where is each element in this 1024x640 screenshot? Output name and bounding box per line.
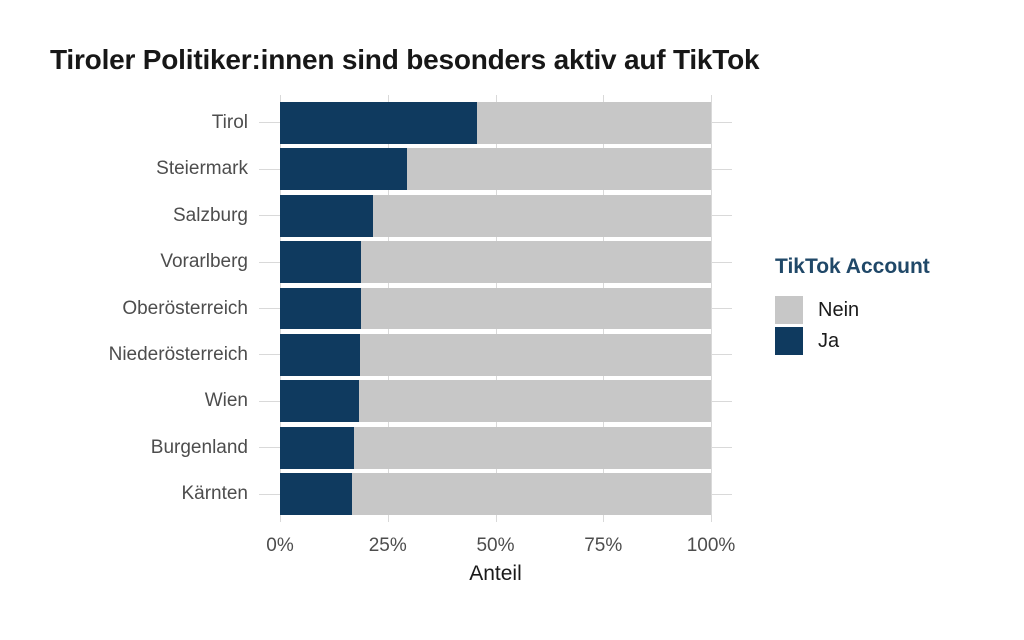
legend-item-ja: Ja [775,326,1005,355]
y-axis-label-burgenland: Burgenland [150,436,248,458]
x-axis-tick-label-100pct: 100% [686,535,736,556]
bar-ja-vorarlberg [280,241,362,283]
bar-ja-steiermark [280,148,407,191]
y-axis-label-wien: Wien [204,390,248,412]
bar-ja-tirol [280,101,478,144]
bar-ja-k-rnten [280,473,353,516]
bar-ja-burgenland [280,426,354,469]
legend-item-nein: Nein [775,295,1005,324]
legend-swatch-nein [775,295,803,324]
plot-panel [259,95,732,522]
legend-swatch-ja [775,326,803,355]
x-axis-tick-label-25pct: 25% [368,535,407,556]
y-axis-label-k-rnten: Kärnten [181,483,248,505]
chart-title: Tiroler Politiker:innen sind besonders a… [50,44,760,75]
bar-ja-wien [280,380,360,423]
y-axis-label-salzburg: Salzburg [173,204,248,226]
x-axis-title: Anteil [469,562,522,585]
legend: TikTok Account Nein Ja [775,255,1005,357]
legend-title: TikTok Account [775,255,930,278]
bar-ja-nieder-sterreich [280,334,361,376]
y-axis-label-vorarlberg: Vorarlberg [160,251,248,273]
y-axis-label-nieder-sterreich: Niederösterreich [108,343,248,365]
bar-ja-salzburg [280,194,374,237]
x-axis-tick-label-75pct: 75% [584,535,623,556]
legend-label-nein: Nein [818,298,860,321]
bar-ja-ober-sterreich [280,287,361,330]
y-axis-label-steiermark: Steiermark [156,158,248,180]
y-axis-label-ober-sterreich: Oberösterreich [122,297,248,319]
y-axis-label-tirol: Tirol [211,111,248,133]
legend-label-ja: Ja [818,329,840,352]
x-axis-tick-label-50pct: 50% [476,535,515,556]
x-axis-tick-label-0pct: 0% [266,535,294,556]
legend-items: Nein Ja [775,295,1005,355]
